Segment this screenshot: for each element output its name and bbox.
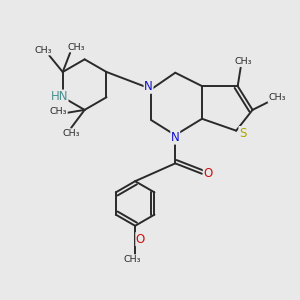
Text: CH₃: CH₃ <box>268 94 286 103</box>
Text: CH₃: CH₃ <box>34 46 52 55</box>
Text: N: N <box>144 80 153 93</box>
Text: N: N <box>171 131 180 144</box>
Text: CH₃: CH₃ <box>123 255 141 264</box>
Text: O: O <box>203 167 213 180</box>
Text: S: S <box>239 127 246 140</box>
Text: HN: HN <box>50 90 68 103</box>
Text: CH₃: CH₃ <box>62 129 80 138</box>
Text: O: O <box>136 233 145 246</box>
Text: CH₃: CH₃ <box>68 43 86 52</box>
Text: CH₃: CH₃ <box>235 57 252 66</box>
Text: CH₃: CH₃ <box>50 107 67 116</box>
